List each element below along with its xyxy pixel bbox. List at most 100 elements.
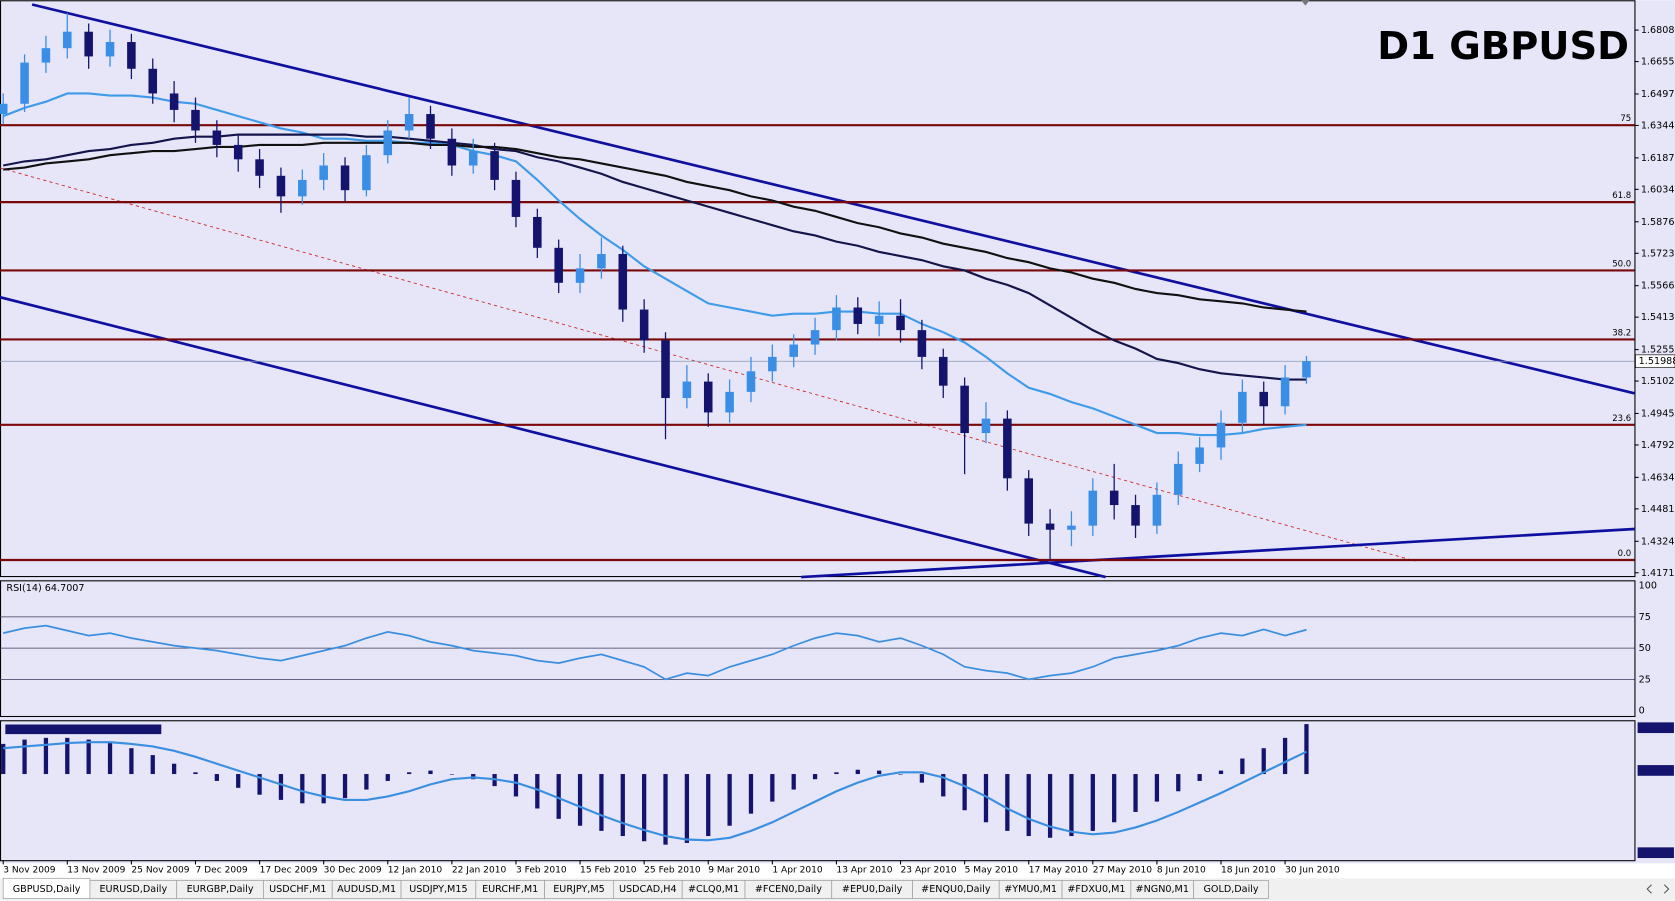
macd-bar xyxy=(150,755,155,775)
symbol-tab-label[interactable]: #ENQU0,Daily xyxy=(921,884,991,895)
trend-line xyxy=(801,527,1635,579)
macd-bar xyxy=(706,774,711,837)
macd-bar xyxy=(791,774,796,790)
signal-line xyxy=(3,741,1307,842)
y-tick-label: 100 xyxy=(1639,581,1657,592)
x-tick-label: 13 Apr 2010 xyxy=(836,865,892,875)
symbol-tab-label[interactable]: GBPUSD,Daily xyxy=(13,884,81,895)
symbol-tab-label[interactable]: EURCHF,M1 xyxy=(482,884,538,895)
macd-bar xyxy=(1261,748,1266,775)
y-tick-label: 1.51025 xyxy=(1641,376,1675,387)
x-tick-label: 30 Dec 2009 xyxy=(324,865,382,875)
candle-body xyxy=(938,356,948,386)
macd-bar xyxy=(1047,774,1053,838)
symbol-tab-label[interactable]: EURJPY,M5 xyxy=(553,884,605,895)
macd-bar xyxy=(663,774,668,845)
y-tick-label: 1.44815 xyxy=(1641,504,1675,515)
candle-body xyxy=(874,315,884,324)
fib-label: 61.8 xyxy=(1612,191,1631,201)
macd-bar xyxy=(1282,737,1288,775)
fib-label: 0.0 xyxy=(1618,549,1632,559)
candle-body xyxy=(768,356,777,372)
symbol-tab-label[interactable]: USDJPY,M15 xyxy=(409,884,467,895)
macd-bar xyxy=(43,737,49,775)
macd-bar xyxy=(406,772,412,775)
macd-bar xyxy=(962,774,967,811)
macd-bar xyxy=(727,774,732,826)
candle-body xyxy=(383,130,393,156)
candle-body xyxy=(575,268,585,283)
rsi-title: RSI(14) 64.7007 xyxy=(6,583,84,594)
candle-body xyxy=(533,216,542,248)
candle-body xyxy=(1131,505,1140,526)
macd-bar xyxy=(1090,774,1095,831)
candle-body xyxy=(127,42,136,69)
macd-bar xyxy=(983,774,989,823)
candle-body xyxy=(468,151,478,166)
y-tick-label: 1.64975 xyxy=(1641,89,1675,100)
macd-bar xyxy=(171,763,177,775)
candle-body xyxy=(1173,463,1183,495)
symbol-tab-label[interactable]: EURGBP,Daily xyxy=(187,884,254,895)
x-tick-label: 5 May 2010 xyxy=(965,865,1019,875)
macd-bar xyxy=(236,774,241,788)
symbol-tab-label[interactable]: #NGN0,M1 xyxy=(1136,884,1189,895)
indicator-label-box xyxy=(5,724,162,735)
rsi-frame xyxy=(0,580,1636,718)
candle-body xyxy=(255,159,264,176)
y-tick-label: 1.41710 xyxy=(1641,568,1675,579)
macd-bar xyxy=(1133,774,1138,812)
candle-body xyxy=(1067,525,1076,530)
symbol-tab-label[interactable]: #EPU0,Daily xyxy=(842,884,903,895)
symbol-tab-label[interactable]: #FDXU0,M1 xyxy=(1067,884,1125,895)
candle-body xyxy=(1024,478,1033,524)
symbol-tab-label[interactable]: #CLQ0,M1 xyxy=(688,884,739,895)
x-tick-label: 3 Nov 2009 xyxy=(3,865,56,875)
tab-scroll[interactable] xyxy=(1646,884,1670,894)
candle-body xyxy=(597,253,606,269)
macd-pane xyxy=(0,720,1674,862)
macd-bar xyxy=(214,774,219,781)
y-tick-label: 1.58765 xyxy=(1641,217,1675,228)
axis-marker xyxy=(1637,765,1674,776)
symbol-tab-label[interactable]: USDCHF,M1 xyxy=(269,884,326,895)
macd-frame xyxy=(0,720,1636,862)
y-tick-label: 75 xyxy=(1639,612,1651,623)
y-tick-label: 1.46345 xyxy=(1641,472,1675,483)
x-tick-label: 13 Nov 2009 xyxy=(67,865,125,875)
macd-bar xyxy=(300,774,305,804)
current-price-box xyxy=(1635,354,1675,368)
macd-bar xyxy=(748,774,754,814)
macd-bar xyxy=(941,774,946,797)
macd-bar xyxy=(1,743,6,775)
candle-body xyxy=(896,315,905,331)
macd-bar xyxy=(342,774,348,799)
trend-line xyxy=(31,3,1635,395)
candle-body xyxy=(1152,494,1162,526)
symbol-tab-label[interactable]: EURUSD,Daily xyxy=(99,884,167,895)
symbol-tab-label[interactable]: GOLD,Daily xyxy=(1203,884,1258,895)
y-tick-label: 1.49450 xyxy=(1641,408,1675,419)
macd-bar xyxy=(1304,724,1309,775)
macd-bar xyxy=(278,774,284,800)
symbol-tab[interactable] xyxy=(1193,880,1269,900)
symbol-tab-label[interactable]: USDCAD,H4 xyxy=(619,884,677,895)
macd-bar xyxy=(642,774,647,842)
y-tick-label: 1.57235 xyxy=(1641,248,1675,259)
x-tick-label: 3 Feb 2010 xyxy=(516,865,567,875)
macd-bar xyxy=(1197,774,1202,781)
candle-body xyxy=(746,371,756,392)
symbol-tab-label[interactable]: #YMU0,M1 xyxy=(1004,884,1057,895)
x-tick-label: 27 May 2010 xyxy=(1093,865,1152,875)
candle-body xyxy=(661,340,670,399)
chart-title: D1 GBPUSD xyxy=(1377,24,1629,69)
macd-bar xyxy=(107,743,113,775)
symbol-tab-label[interactable]: AUDUSD,M1 xyxy=(337,884,396,895)
candle-body xyxy=(960,385,969,434)
candle-body xyxy=(1088,490,1098,526)
symbol-tab-label[interactable]: #FCEN0,Daily xyxy=(755,884,822,895)
x-tick-label: 15 Feb 2010 xyxy=(580,865,637,875)
macd-bar xyxy=(1026,774,1031,837)
x-tick-label: 1 Apr 2010 xyxy=(772,865,823,875)
